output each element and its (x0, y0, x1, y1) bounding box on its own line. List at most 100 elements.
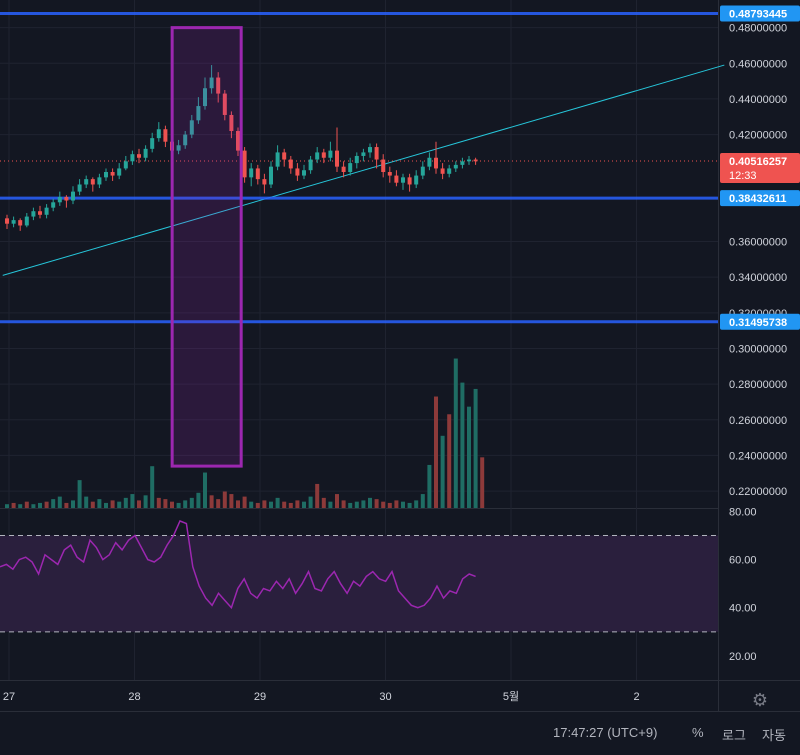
auto-toggle[interactable]: 자동 (762, 728, 786, 743)
volume-bar (414, 500, 419, 508)
rsi-band-fill (0, 535, 718, 632)
time-tick-label: 2 (633, 691, 639, 703)
volume-bar (467, 406, 471, 508)
volume-bar (236, 500, 240, 508)
rsi-tick-label: 60.00 (729, 555, 757, 567)
level-price-text: 0.48793445 (729, 8, 787, 20)
volume-bar (51, 499, 56, 508)
volume-bar (288, 502, 293, 508)
volume-bar (189, 497, 194, 508)
candle-body (189, 120, 194, 135)
candle-body (420, 166, 425, 176)
candle-body (249, 168, 254, 178)
candle-body (262, 179, 267, 185)
volume-bar (31, 504, 36, 508)
candle-body (440, 168, 445, 174)
volume-bar (150, 466, 155, 508)
volume-bar (11, 502, 16, 508)
candle-body (156, 129, 161, 139)
candle-body (196, 106, 201, 121)
candle-body (130, 154, 135, 162)
volume-bar (90, 501, 95, 508)
volume-bar (328, 501, 333, 508)
volume-bar (117, 501, 122, 508)
price-tick-label: 0.28000000 (729, 379, 787, 391)
level-price-text: 0.38432611 (729, 193, 787, 205)
candle-body (110, 172, 115, 176)
candle-body (381, 159, 386, 173)
price-chart[interactable]: 0.48000000 0.46000000 0.44000000 0.42000000… (0, 0, 800, 711)
candle-body (341, 166, 346, 173)
level-price-tag (720, 190, 800, 207)
volume-bar (71, 500, 75, 508)
candle-body (5, 218, 9, 224)
volume-bar (156, 497, 161, 508)
candle-body (387, 172, 392, 176)
clock-readout[interactable]: 17:47:27 (UTC+9) (553, 725, 658, 740)
price-tick-label: 0.22000000 (729, 486, 787, 498)
rsi-tick-label: 80.00 (729, 506, 757, 518)
volume-bar (341, 500, 346, 508)
candle-body (236, 131, 240, 151)
volume-bar (137, 500, 141, 508)
candle-body (434, 157, 438, 169)
volume-bar (110, 500, 115, 508)
candle-body (368, 147, 372, 153)
level-price-tag (720, 313, 800, 330)
candle-body (335, 150, 339, 167)
candle-body (328, 150, 333, 158)
volume-bar (84, 496, 89, 508)
log-toggle[interactable]: 로그 (722, 728, 746, 743)
volume-bar (308, 496, 313, 508)
candle-body (64, 196, 69, 201)
volume-bar (143, 495, 148, 508)
candle-body (269, 166, 273, 185)
candle-body (242, 150, 247, 178)
volume-bar (209, 495, 214, 508)
volume-bar (5, 504, 9, 508)
price-tick-label: 0.24000000 (729, 450, 787, 462)
candle-body (183, 134, 188, 146)
volume-bar (480, 457, 485, 508)
candle-body (229, 114, 234, 132)
candle-body (473, 159, 478, 162)
volume-bar (354, 501, 359, 508)
candle-body (427, 157, 432, 167)
candle-body (150, 138, 155, 149)
candle-body (143, 148, 148, 158)
candle-body (308, 159, 313, 171)
volume-bar (368, 497, 372, 508)
candle-body (414, 175, 419, 185)
candle-body (354, 155, 359, 164)
candle-body (216, 77, 221, 94)
price-tick-label: 0.44000000 (729, 94, 787, 106)
candle-body (51, 202, 56, 208)
volume-bar (123, 497, 128, 508)
volume-bar (420, 494, 425, 508)
volume-bar (130, 494, 135, 508)
volume-bar (407, 502, 412, 508)
volume-bar (44, 501, 49, 508)
volume-bar (453, 358, 458, 508)
price-tick-label: 0.46000000 (729, 58, 787, 70)
volume-bar (222, 491, 227, 508)
price-tick-label: 0.42000000 (729, 130, 787, 142)
candle-body (222, 93, 227, 115)
rsi-tick-label: 20.00 (729, 651, 757, 663)
volume-bar (473, 388, 478, 508)
price-tick-label: 0.48000000 (729, 23, 787, 35)
percent-toggle[interactable]: % (692, 725, 704, 740)
current-price-text: 0.40516257 (729, 156, 787, 168)
candle-body (137, 154, 141, 158)
volume-bar (77, 480, 82, 508)
candle-body (84, 179, 89, 185)
gear-icon[interactable]: ⚙ (751, 690, 769, 710)
volume-bar (387, 502, 392, 508)
candle-body (90, 179, 95, 185)
volume-bar (460, 382, 465, 508)
candle-body (453, 164, 458, 169)
volume-bar (269, 501, 273, 508)
time-tick-label: 5월 (503, 690, 519, 703)
volume-bar (176, 502, 181, 508)
volume-bar (255, 502, 260, 508)
